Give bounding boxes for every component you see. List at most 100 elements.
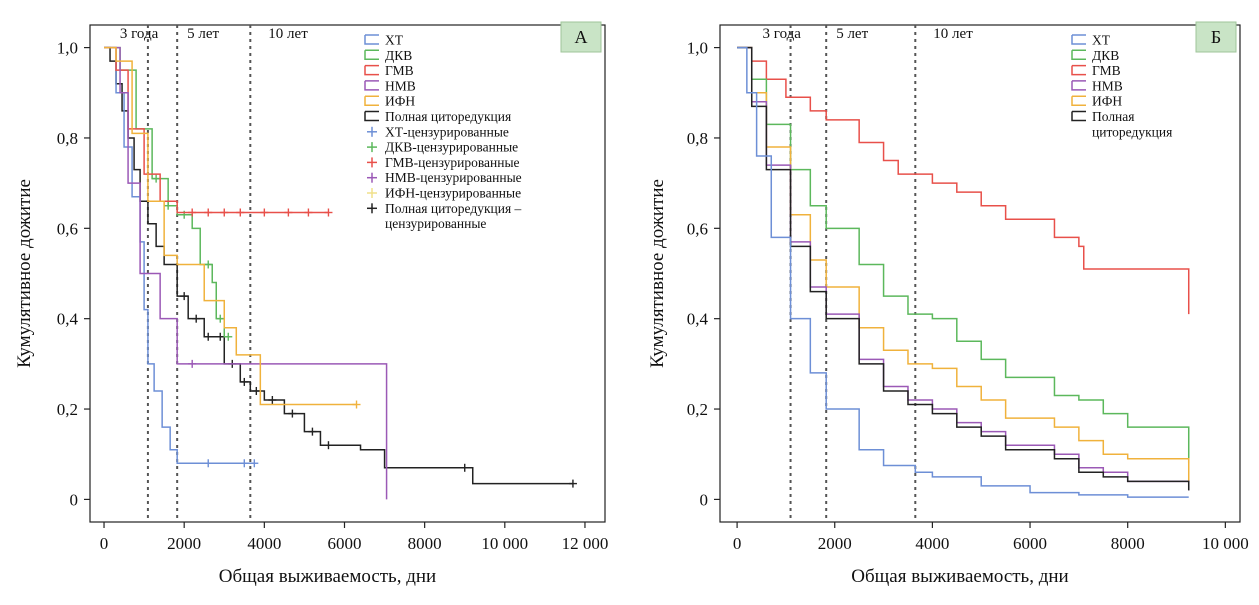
- legend-label-a: ХТ: [385, 33, 404, 48]
- censor-mark-a: [216, 314, 225, 323]
- legend-swatch-b: [1071, 64, 1086, 76]
- censor-mark-a: [204, 459, 213, 468]
- x-axis-title-a: Общая выживаемость, дни: [219, 566, 436, 587]
- y-tick-label-a: 0,8: [57, 129, 78, 148]
- x-tick-label-a: 8000: [408, 534, 442, 553]
- legend-label-a: НМВ: [385, 78, 416, 93]
- censor-mark-a: [180, 292, 189, 301]
- censor-mark-a: [324, 208, 333, 217]
- legend-label-a: ГМВ: [385, 63, 414, 78]
- legend-swatch-b: [1071, 110, 1086, 122]
- x-tick-label-b: 8000: [1111, 534, 1145, 553]
- panel-tag-box-a: [560, 21, 602, 53]
- y-tick-label-a: 0,4: [57, 310, 79, 329]
- x-tick-label-a: 4000: [247, 534, 281, 553]
- period-label-a: 5 лет: [187, 26, 219, 42]
- period-label-a: 3 года: [120, 26, 159, 42]
- y-tick-label-b: 1,0: [687, 39, 708, 58]
- censor-mark-a: [188, 208, 197, 217]
- legend-label-a: ДКВ: [385, 48, 412, 63]
- y-tick-label-a: 1,0: [57, 39, 78, 58]
- legend-swatch-b: [1071, 34, 1086, 45]
- censor-mark-a: [204, 260, 213, 269]
- censor-mark-a: [284, 208, 293, 217]
- period-label-a: 10 лет: [268, 26, 308, 42]
- legend-swatch-a: [364, 80, 379, 91]
- legend-swatch-a: [364, 95, 379, 106]
- censor-mark-a: [260, 208, 269, 217]
- censor-mark-a: [220, 208, 229, 217]
- legend-label-b: НМВ: [1092, 78, 1123, 93]
- x-tick-label-b: 6000: [1013, 534, 1047, 553]
- censor-mark-a: [250, 459, 259, 468]
- censor-mark-a: [204, 208, 213, 217]
- legend-label-a: ДКВ-цензурированные: [385, 140, 518, 155]
- series-line-a: [104, 46, 388, 500]
- censor-mark-a: [304, 208, 313, 217]
- censor-mark-a: [216, 332, 225, 341]
- legend-swatch-b: [1071, 49, 1086, 61]
- panel-b-chart: 0 2000 4000 6000 8000 10 000 0 0,2 0,4 0,6 0,8 1,0 О…: [647, 21, 1249, 587]
- censor-mark-a: [324, 441, 333, 450]
- legend-swatch-a: [364, 64, 379, 76]
- censor-mark-a: [352, 400, 361, 409]
- panel-tag-b: Б: [1211, 27, 1221, 47]
- y-tick-label-a: 0: [70, 490, 79, 509]
- censor-mark-a: [192, 314, 201, 323]
- x-tick-label-a: 6000: [327, 534, 361, 553]
- legend-label-a: ХТ-цензурированные: [385, 124, 509, 139]
- legend-label-a: Полная циторедукция –: [385, 201, 522, 216]
- legend-swatch-b: [1071, 95, 1086, 106]
- censor-mark-a: [268, 396, 277, 405]
- y-axis-title-a: Кумулятивное дожитие: [14, 179, 35, 368]
- legend-label-a: ИФН: [385, 94, 415, 109]
- series-line-b: [737, 46, 1190, 315]
- x-tick-label-a: 2000: [167, 534, 201, 553]
- series-line-a: [104, 46, 357, 406]
- censor-mark-a: [252, 386, 261, 395]
- period-label-b: 5 лет: [836, 26, 868, 42]
- legend-label-b: ДКВ: [1092, 48, 1119, 63]
- period-label-b: 10 лет: [933, 26, 973, 42]
- censor-mark-a: [224, 332, 233, 341]
- legend-label-a: ИФН-цензурированные: [385, 186, 521, 201]
- censor-mark-a: [288, 409, 297, 418]
- censor-mark-a: [236, 208, 245, 217]
- legend-label-b: ИФН: [1092, 94, 1122, 109]
- censor-mark-a: [240, 377, 249, 386]
- x-tick-label-b: 0: [733, 534, 742, 553]
- series-line-a: [104, 46, 329, 214]
- censor-mark-a: [460, 463, 469, 472]
- censor-mark-a: [308, 427, 317, 436]
- censor-mark-a: [568, 479, 577, 488]
- y-tick-label-b: 0,2: [687, 400, 708, 419]
- x-tick-label-a: 10 000: [481, 534, 528, 553]
- y-tick-label-b: 0: [700, 490, 709, 509]
- x-tick-label-a: 12 000: [562, 534, 609, 553]
- x-tick-label-b: 4000: [915, 534, 949, 553]
- legend-swatch-a: [364, 110, 379, 122]
- legend-swatch-a: [364, 49, 379, 61]
- legend-label-b: Полная: [1092, 109, 1134, 124]
- plot-frame-b: [719, 24, 1241, 523]
- censor-mark-a: [188, 359, 197, 368]
- panel-tag-box-b: [1195, 21, 1237, 53]
- legend-label-a: НМВ-цензурированные: [385, 170, 522, 185]
- plot-frame-a: [89, 24, 606, 523]
- y-tick-label-b: 0,4: [687, 310, 709, 329]
- series-line-a: [104, 46, 255, 465]
- panel-tag-a: А: [575, 27, 588, 47]
- legend-label-a: цензурированные: [385, 216, 486, 231]
- censor-mark-a: [240, 459, 249, 468]
- y-tick-label-b: 0,8: [687, 129, 708, 148]
- x-tick-label-a: 0: [100, 534, 109, 553]
- legend-swatch-b: [1071, 80, 1086, 91]
- period-label-b: 3 года: [763, 26, 802, 42]
- x-tick-label-b: 10 000: [1202, 534, 1249, 553]
- legend-label-b: циторедукция: [1092, 124, 1172, 139]
- legend-label-b: ГМВ: [1092, 63, 1121, 78]
- x-axis-title-b: Общая выживаемость, дни: [851, 566, 1068, 587]
- panel-a-chart: 0 2000 4000 6000 8000 10 000 12 000 0 0,2 0,4 0,6 0…: [14, 21, 609, 587]
- legend-label-a: ГМВ-цензурированные: [385, 155, 520, 170]
